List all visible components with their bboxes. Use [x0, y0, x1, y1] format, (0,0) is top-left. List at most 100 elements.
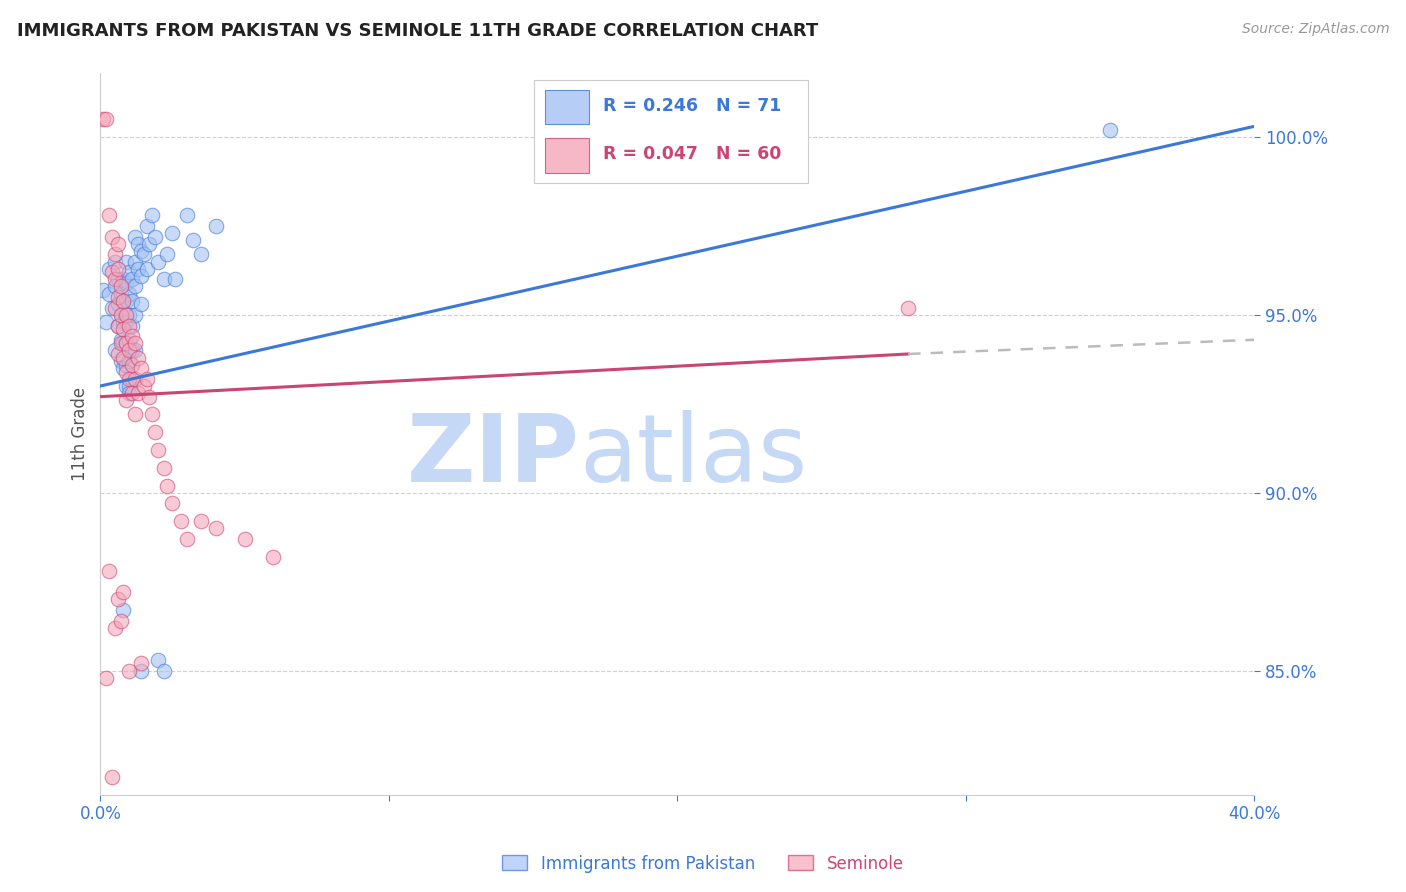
Point — [129, 657, 152, 671]
Point — [118, 265, 141, 279]
Point — [156, 247, 179, 261]
Point — [115, 393, 138, 408]
Text: ZIP: ZIP — [406, 409, 579, 501]
Point — [118, 372, 141, 386]
Point — [110, 308, 132, 322]
FancyBboxPatch shape — [546, 137, 589, 173]
Point — [121, 329, 143, 343]
Text: IMMIGRANTS FROM PAKISTAN VS SEMINOLE 11TH GRADE CORRELATION CHART: IMMIGRANTS FROM PAKISTAN VS SEMINOLE 11T… — [17, 22, 818, 40]
Point — [124, 336, 146, 351]
Point — [118, 286, 141, 301]
Point — [115, 254, 138, 268]
Point — [190, 514, 212, 528]
Point — [115, 358, 138, 372]
Point — [153, 460, 176, 475]
Point — [118, 379, 141, 393]
Point — [204, 219, 226, 233]
Point — [112, 315, 135, 329]
Text: R = 0.246   N = 71: R = 0.246 N = 71 — [603, 97, 782, 115]
Point — [91, 283, 114, 297]
Point — [107, 290, 129, 304]
Point — [135, 261, 157, 276]
Point — [121, 272, 143, 286]
Point — [101, 229, 124, 244]
Point — [135, 372, 157, 386]
Point — [124, 408, 146, 422]
Point — [190, 247, 212, 261]
Point — [138, 236, 160, 251]
Point — [121, 293, 143, 308]
Point — [112, 293, 135, 308]
Point — [107, 347, 129, 361]
Point — [112, 603, 135, 617]
Point — [104, 272, 127, 286]
Point — [118, 354, 141, 368]
Point — [118, 308, 141, 322]
Point — [129, 664, 152, 678]
Point — [107, 592, 129, 607]
Point — [104, 247, 127, 261]
Point — [104, 621, 127, 635]
Point — [104, 301, 127, 315]
Point — [115, 336, 138, 351]
Point — [181, 233, 204, 247]
Text: R = 0.047   N = 60: R = 0.047 N = 60 — [603, 145, 782, 162]
Point — [115, 336, 138, 351]
Point — [121, 372, 143, 386]
Point — [156, 478, 179, 492]
Point — [153, 664, 176, 678]
Point — [129, 268, 152, 283]
FancyBboxPatch shape — [546, 89, 589, 124]
Point — [121, 386, 143, 401]
Point — [124, 372, 146, 386]
Point — [204, 521, 226, 535]
Point — [124, 343, 146, 358]
Point — [110, 308, 132, 322]
Point — [94, 315, 117, 329]
Point — [127, 236, 149, 251]
Point — [141, 408, 163, 422]
Point — [132, 379, 155, 393]
Point — [104, 343, 127, 358]
Point — [135, 219, 157, 233]
Point — [143, 425, 166, 440]
Point — [110, 286, 132, 301]
Point — [115, 379, 138, 393]
Point — [112, 336, 135, 351]
Point — [124, 308, 146, 322]
Point — [127, 351, 149, 365]
Point — [115, 293, 138, 308]
Point — [101, 301, 124, 315]
Point — [146, 443, 169, 458]
Point — [138, 390, 160, 404]
Point — [153, 272, 176, 286]
Point — [176, 532, 198, 546]
Point — [127, 261, 149, 276]
Point — [110, 336, 132, 351]
Point — [101, 770, 124, 784]
Point — [1099, 123, 1122, 137]
Point — [118, 343, 141, 358]
Point — [124, 279, 146, 293]
Point — [141, 208, 163, 222]
Text: Source: ZipAtlas.com: Source: ZipAtlas.com — [1241, 22, 1389, 37]
Point — [101, 265, 124, 279]
Point — [118, 318, 141, 333]
Point — [107, 261, 129, 276]
Point — [124, 254, 146, 268]
Point — [121, 318, 143, 333]
Point — [107, 272, 129, 286]
Point — [94, 112, 117, 127]
Point — [118, 333, 141, 347]
Point — [110, 354, 132, 368]
Point — [98, 286, 121, 301]
Point — [115, 308, 138, 322]
Point — [112, 585, 135, 599]
Point — [91, 112, 114, 127]
Point — [118, 386, 141, 401]
Point — [162, 226, 184, 240]
Point — [129, 361, 152, 376]
Point — [112, 272, 135, 286]
Text: atlas: atlas — [579, 409, 807, 501]
Point — [176, 208, 198, 222]
